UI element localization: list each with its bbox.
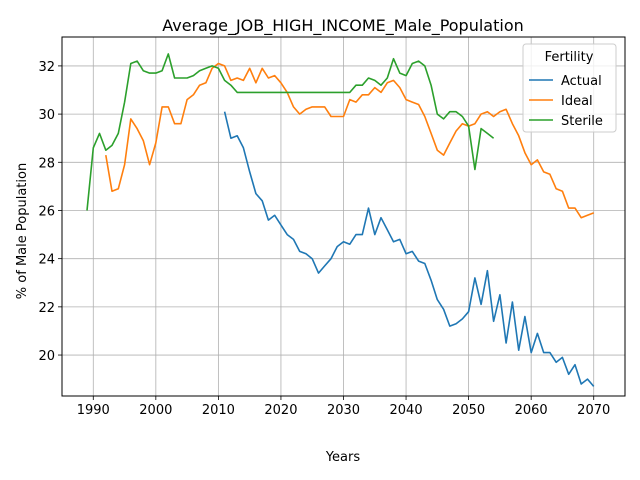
axis-ticks: 1990 2000 2010 2020 2030 2040 2050 2060 2070 20 22… bbox=[38, 60, 610, 418]
x-tick-label: 2030 bbox=[327, 403, 360, 418]
legend-label-sterile: Sterile bbox=[561, 114, 603, 129]
legend-label-ideal: Ideal bbox=[561, 94, 593, 109]
x-axis-label: Years bbox=[325, 450, 361, 465]
legend-box bbox=[522, 43, 617, 133]
y-tick-label: 26 bbox=[38, 204, 55, 219]
y-axis-label: % of Male Population bbox=[15, 163, 30, 299]
series-line-sterile bbox=[86, 53, 495, 211]
x-tick-label: 2040 bbox=[390, 403, 423, 418]
y-tick-label: 32 bbox=[38, 60, 55, 75]
y-tick-label: 24 bbox=[38, 253, 55, 268]
chart-title: Average_JOB_HIGH_INCOME_Male_Population bbox=[162, 16, 524, 36]
x-tick-label: 2070 bbox=[577, 403, 610, 418]
legend-label-actual: Actual bbox=[561, 74, 602, 89]
x-tick-label: 1990 bbox=[77, 403, 110, 418]
series-lines bbox=[86, 53, 595, 387]
y-tick-label: 20 bbox=[38, 349, 55, 364]
y-tick-label: 30 bbox=[38, 108, 55, 123]
series-line-ideal bbox=[105, 62, 594, 219]
x-tick-label: 2020 bbox=[264, 403, 297, 418]
y-tick-label: 22 bbox=[38, 301, 55, 316]
x-tick-label: 2050 bbox=[452, 403, 485, 418]
y-tick-label: 28 bbox=[38, 156, 55, 171]
series-line-actual bbox=[223, 111, 595, 387]
legend: Fertility Actual Ideal Sterile bbox=[522, 43, 617, 133]
x-tick-label: 2010 bbox=[202, 403, 235, 418]
x-tick-label: 2000 bbox=[139, 403, 172, 418]
legend-entries: Actual Ideal Sterile bbox=[529, 74, 603, 129]
x-tick-label: 2060 bbox=[515, 403, 548, 418]
legend-title: Fertility bbox=[545, 50, 594, 65]
